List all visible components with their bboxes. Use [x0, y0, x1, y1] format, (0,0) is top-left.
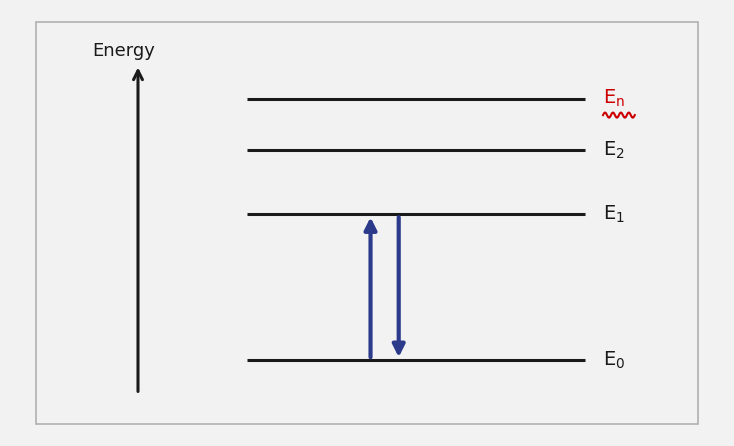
Text: $\mathrm{E_{2}}$: $\mathrm{E_{2}}$ [603, 140, 625, 161]
Text: $\mathrm{E_{n}}$: $\mathrm{E_{n}}$ [603, 88, 625, 109]
Text: Energy: Energy [92, 42, 156, 60]
Text: $\mathrm{E_{1}}$: $\mathrm{E_{1}}$ [603, 204, 625, 225]
Text: $\mathrm{E_{0}}$: $\mathrm{E_{0}}$ [603, 349, 625, 371]
